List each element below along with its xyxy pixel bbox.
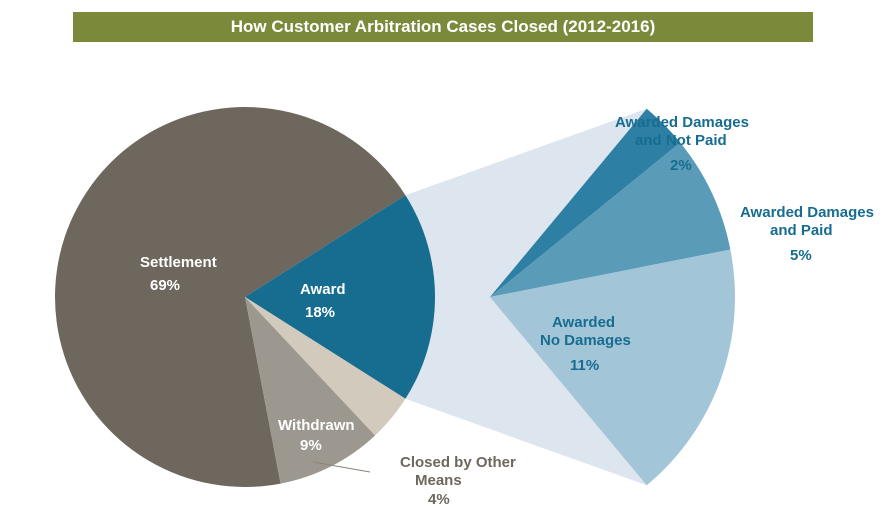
pie-chart: Settlement 69% Award 18% Closed by OtherMean… (0, 42, 885, 512)
svg-text:4%: 4% (428, 491, 450, 508)
breakout-pct: 5% (790, 247, 812, 264)
chart-container: Settlement 69% Award 18% Closed by OtherMean… (0, 42, 885, 512)
breakout-label: Awarded Damages (615, 114, 749, 131)
breakout-pct: 2% (670, 157, 692, 174)
svg-text:9%: 9% (300, 437, 322, 454)
breakout-label: No Damages (540, 332, 631, 349)
svg-text:18%: 18% (305, 304, 335, 321)
title-bar-svg: How Customer Arbitration Cases Closed (2… (73, 12, 813, 42)
breakout-label: Awarded (552, 314, 615, 331)
breakout-label: Awarded Damages (740, 204, 874, 221)
breakout-pct: 11% (570, 357, 599, 374)
svg-text:69%: 69% (150, 277, 180, 294)
svg-text:Award: Award (300, 281, 346, 298)
svg-text:Closed by Other: Closed by Other (400, 454, 516, 471)
svg-text:Means: Means (415, 472, 462, 489)
breakout-label: and Paid (770, 222, 833, 239)
svg-text:Settlement: Settlement (140, 254, 217, 271)
chart-title: How Customer Arbitration Cases Closed (2… (230, 17, 655, 36)
breakout-label: and Not Paid (635, 132, 727, 149)
svg-text:Withdrawn: Withdrawn (278, 417, 355, 434)
title-bar: How Customer Arbitration Cases Closed (2… (73, 12, 813, 42)
